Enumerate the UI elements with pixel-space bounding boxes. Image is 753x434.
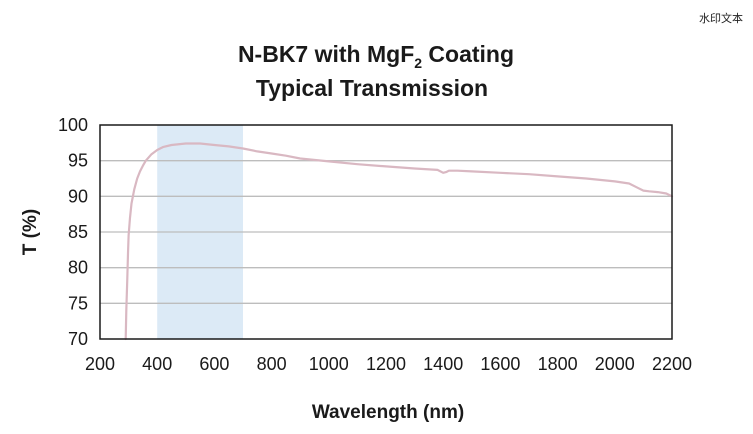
x-tick-label: 1600 <box>480 354 520 374</box>
x-tick-label: 1000 <box>309 354 349 374</box>
x-tick-label: 1200 <box>366 354 406 374</box>
x-tick-label: 2200 <box>652 354 692 374</box>
chart-title-prefix: N-BK7 with MgF <box>238 41 414 67</box>
x-tick-label: 200 <box>85 354 115 374</box>
y-tick-label: 75 <box>68 293 88 313</box>
watermark-text: 水印文本 <box>699 12 743 25</box>
chart-title: N-BK7 with MgF2 Coating <box>238 41 514 71</box>
x-tick-label: 1800 <box>538 354 578 374</box>
chart-subtitle: Typical Transmission <box>256 75 488 101</box>
y-tick-label: 80 <box>68 258 88 278</box>
x-tick-labels: 200 400 600 800 1000 1200 1400 1600 1800 2000 2200 <box>85 354 692 374</box>
x-axis-label: Wavelength (nm) <box>312 402 464 423</box>
x-tick-label: 400 <box>142 354 172 374</box>
x-tick-label: 2000 <box>595 354 635 374</box>
y-tick-labels: 70 75 80 85 90 95 100 <box>58 115 88 349</box>
x-tick-label: 600 <box>199 354 229 374</box>
y-tick-label: 95 <box>68 151 88 171</box>
y-tick-label: 100 <box>58 115 88 135</box>
x-tick-label: 800 <box>257 354 287 374</box>
chart-title-suffix: Coating <box>422 41 514 67</box>
transmission-curve <box>124 142 674 341</box>
y-axis-label: T (%) <box>20 209 41 255</box>
x-tick-label: 1400 <box>423 354 463 374</box>
plot-frame <box>99 124 673 340</box>
grid-lines <box>100 160 672 304</box>
y-tick-label: 70 <box>68 329 88 349</box>
y-tick-label: 90 <box>68 186 88 206</box>
chart-title-subscript: 2 <box>414 55 422 71</box>
y-tick-label: 85 <box>68 222 88 242</box>
